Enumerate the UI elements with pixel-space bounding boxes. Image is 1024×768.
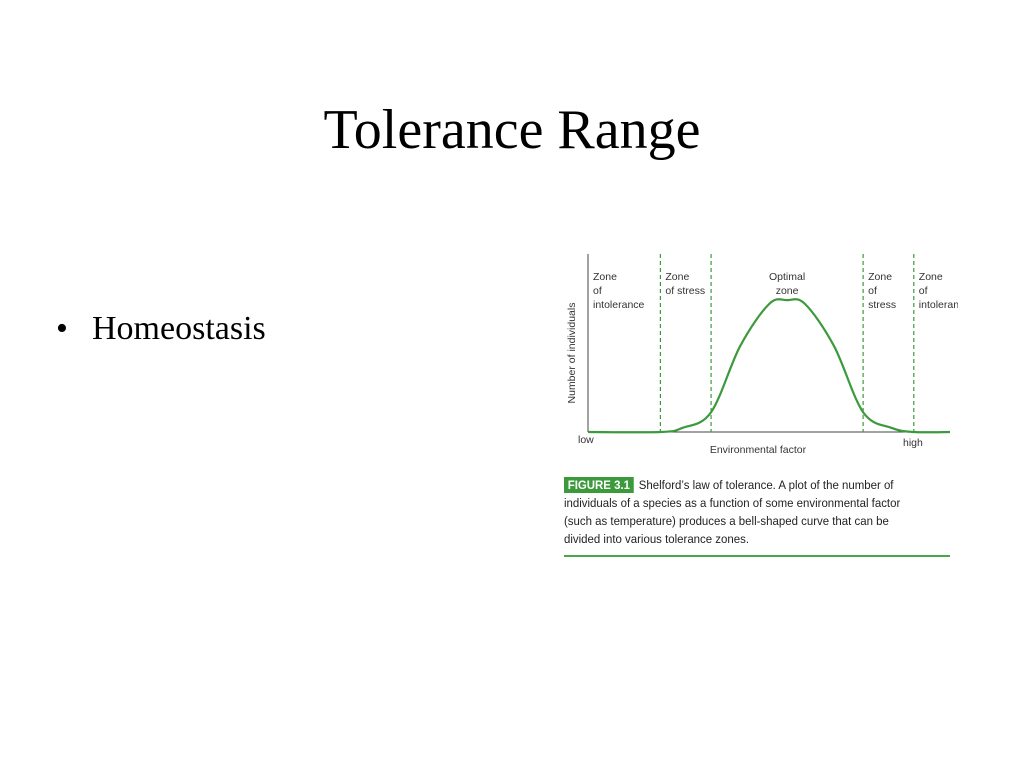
x-axis-label: Environmental factor bbox=[710, 444, 807, 456]
zone-label: Zone of intolerance bbox=[593, 271, 645, 311]
x-tick-label-high: high bbox=[903, 437, 923, 449]
zone-label-line: zone bbox=[776, 285, 799, 297]
bullet-marker: • bbox=[56, 310, 68, 347]
zone-label-line: of bbox=[868, 285, 877, 297]
figure-caption-text: Shelford’s law of tolerance. A plot of t… bbox=[564, 478, 901, 546]
zone-label-line: of bbox=[919, 285, 928, 297]
slide-title: Tolerance Range bbox=[323, 99, 701, 161]
zone-label: Zone of stress bbox=[868, 271, 896, 311]
y-axis-label: Number of individuals bbox=[566, 303, 578, 404]
caption-divider bbox=[564, 555, 950, 557]
bullet-text: Homeostasis bbox=[92, 310, 266, 347]
tolerance-chart: Zone of intolerance Zone of stress Optimal zon… bbox=[566, 254, 970, 456]
zone-label-line: of bbox=[593, 285, 602, 297]
tolerance-curve bbox=[587, 298, 951, 434]
zone-label-line: Optimal bbox=[769, 271, 805, 283]
figure-label: FIGURE 3.1 bbox=[564, 477, 634, 493]
bullet-list: • Homeostasis bbox=[56, 310, 266, 348]
zone-label-line: intolerance bbox=[593, 299, 645, 311]
zone-label: Optimal zone bbox=[769, 271, 805, 297]
zone-label: Zone of intolerance bbox=[919, 271, 958, 311]
figure-caption: FIGURE 3.1 Shelford’s law of tolerance. … bbox=[564, 476, 927, 548]
zone-label-line: Zone bbox=[919, 271, 943, 283]
zone-label-line: of stress bbox=[665, 285, 705, 297]
x-tick-label-low: low bbox=[578, 434, 594, 446]
bullet-item: • Homeostasis bbox=[56, 310, 266, 348]
zone-label-line: Zone bbox=[868, 271, 892, 283]
zone-label-line: Zone bbox=[665, 271, 689, 283]
figure: Zone of intolerance Zone of stress Optimal zon… bbox=[558, 242, 970, 594]
zone-label-line: Zone bbox=[593, 271, 617, 283]
zone-label-line: intolerance bbox=[919, 299, 958, 311]
zone-label: Zone of stress bbox=[665, 271, 705, 297]
zone-label-line: stress bbox=[868, 299, 896, 311]
